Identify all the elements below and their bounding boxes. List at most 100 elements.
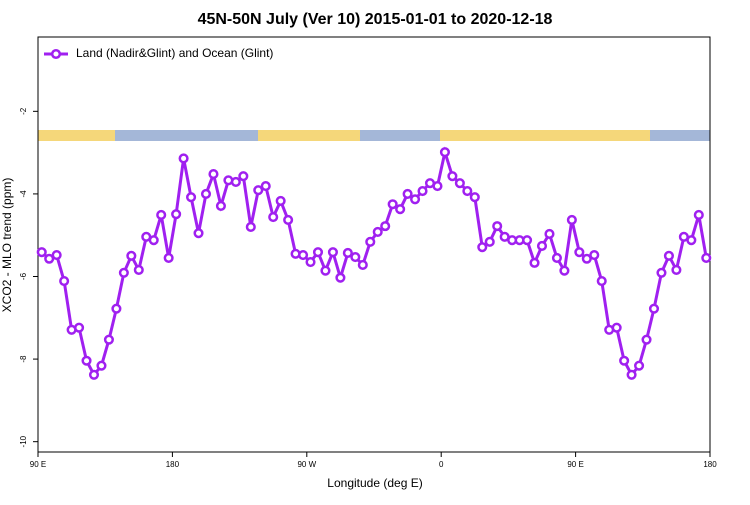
marker (402, 188, 413, 199)
marker (417, 185, 428, 197)
marker (268, 211, 279, 223)
y-tick-label: -10 (19, 435, 28, 447)
marker (671, 264, 682, 275)
marker (522, 235, 533, 246)
marker (51, 249, 62, 261)
marker (163, 252, 174, 263)
marker (171, 209, 182, 220)
marker (44, 253, 55, 264)
marker (589, 249, 600, 261)
marker (477, 242, 488, 253)
marker (260, 181, 271, 192)
marker (350, 252, 361, 263)
marker (96, 360, 107, 371)
marker (81, 355, 92, 366)
marker (126, 250, 137, 261)
marker (335, 272, 346, 283)
marker (118, 267, 129, 278)
marker (111, 303, 122, 314)
marker (275, 195, 286, 206)
marker (320, 265, 331, 276)
y-tick-label: -6 (19, 272, 28, 280)
marker (372, 226, 383, 237)
marker (619, 355, 630, 366)
marker (462, 185, 473, 197)
marker (634, 360, 645, 371)
chart-title: 45N-50N July (Ver 10) 2015-01-01 to 2020… (198, 11, 553, 28)
marker (626, 369, 637, 380)
marker (253, 185, 264, 196)
marker (238, 171, 249, 182)
x-axis-label: Longitude (deg E) (327, 476, 422, 490)
marker (298, 249, 309, 261)
marker (305, 256, 316, 268)
marker (365, 236, 376, 247)
x-tick-label: 0 (439, 460, 444, 469)
marker (559, 265, 570, 276)
marker (581, 253, 592, 264)
marker (200, 188, 212, 199)
x-tick-label: 90 W (297, 460, 316, 469)
marker (432, 181, 443, 192)
marker (36, 247, 47, 258)
marker (230, 176, 241, 187)
marker (447, 171, 458, 182)
marker (312, 247, 324, 258)
marker (148, 235, 159, 246)
marker (193, 228, 204, 239)
marker (380, 221, 391, 232)
marker (215, 200, 226, 211)
marker (357, 259, 368, 270)
y-axis-label: XCO2 - MLO trend (ppm) (0, 178, 14, 313)
marker (395, 204, 406, 215)
marker (88, 369, 100, 380)
marker (484, 236, 495, 247)
marker (551, 252, 562, 263)
marker (469, 192, 480, 203)
marker (245, 221, 256, 233)
marker (342, 247, 353, 259)
legend-marker (50, 48, 62, 60)
marker (327, 247, 338, 258)
x-tick-label: 90 E (567, 460, 583, 469)
marker (103, 334, 114, 345)
plot-frame (37, 36, 711, 453)
marker (439, 147, 450, 158)
marker (701, 252, 712, 263)
marker (566, 214, 577, 225)
line (40, 146, 708, 378)
marker (156, 209, 167, 221)
x-tick-label: 90 E (30, 460, 46, 469)
marker (186, 192, 197, 203)
marker (596, 275, 607, 287)
marker (574, 247, 585, 258)
x-tick-label: 180 (703, 460, 717, 469)
marker (74, 322, 85, 333)
marker (410, 194, 421, 205)
marker (178, 153, 189, 164)
marker (133, 264, 144, 275)
marker (492, 221, 503, 232)
marker (387, 199, 398, 210)
marker (544, 228, 555, 240)
marker (59, 275, 70, 287)
marker (686, 235, 697, 246)
marker (611, 322, 622, 333)
legend-label: Land (Nadir&Glint) and Ocean (Glint) (76, 46, 273, 60)
x-tick-label: 180 (166, 460, 180, 469)
y-tick-label: -8 (19, 355, 28, 363)
marker (663, 250, 674, 261)
marker (648, 303, 660, 314)
y-tick-label: -4 (19, 190, 28, 198)
marker (536, 240, 548, 251)
marker (454, 178, 465, 189)
marker (208, 169, 219, 180)
land-ocean-strip (38, 130, 710, 141)
marker (283, 214, 294, 225)
marker (656, 267, 667, 278)
y-tick-label: -2 (19, 107, 28, 115)
marker (641, 334, 652, 345)
marker (529, 257, 540, 268)
